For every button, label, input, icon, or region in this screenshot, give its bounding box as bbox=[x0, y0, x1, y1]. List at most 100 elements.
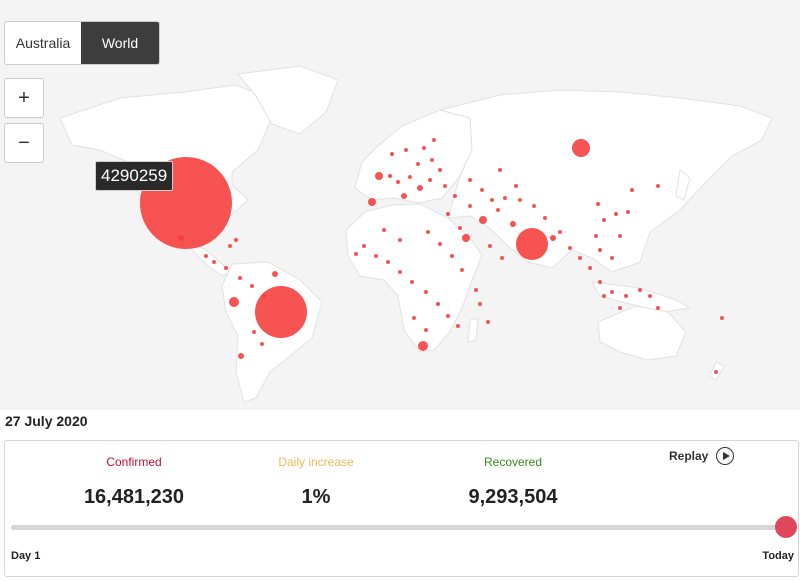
case-bubble[interactable] bbox=[418, 341, 428, 351]
case-bubble[interactable] bbox=[614, 212, 618, 216]
replay-button[interactable]: Replay bbox=[669, 447, 735, 465]
case-bubble[interactable] bbox=[438, 168, 442, 172]
case-bubble[interactable] bbox=[624, 294, 628, 298]
case-bubble[interactable] bbox=[474, 288, 478, 292]
case-bubble[interactable] bbox=[458, 226, 462, 230]
case-bubble[interactable] bbox=[234, 238, 238, 242]
case-bubble[interactable] bbox=[250, 284, 254, 288]
case-bubble[interactable] bbox=[516, 228, 548, 260]
case-bubble[interactable] bbox=[375, 172, 383, 180]
case-bubble[interactable] bbox=[386, 260, 390, 264]
case-bubble[interactable] bbox=[596, 202, 600, 206]
case-bubble[interactable] bbox=[424, 290, 428, 294]
case-bubble[interactable] bbox=[598, 248, 602, 252]
case-bubble[interactable] bbox=[514, 184, 518, 188]
case-bubble[interactable] bbox=[572, 139, 590, 157]
case-bubble[interactable] bbox=[656, 306, 660, 310]
case-bubble[interactable] bbox=[354, 252, 358, 256]
case-bubble[interactable] bbox=[388, 174, 392, 178]
case-bubble[interactable] bbox=[401, 193, 407, 199]
case-bubble[interactable] bbox=[436, 302, 440, 306]
case-bubble[interactable] bbox=[238, 353, 244, 359]
case-bubble[interactable] bbox=[446, 212, 450, 216]
case-bubble[interactable] bbox=[382, 228, 386, 232]
case-bubble[interactable] bbox=[456, 324, 460, 328]
case-bubble[interactable] bbox=[588, 266, 592, 270]
case-bubble[interactable] bbox=[550, 235, 556, 241]
case-bubble[interactable] bbox=[229, 297, 239, 307]
case-bubble[interactable] bbox=[446, 314, 450, 318]
case-bubble[interactable] bbox=[410, 280, 414, 284]
case-bubble[interactable] bbox=[412, 316, 416, 320]
tab-australia[interactable]: Australia bbox=[15, 35, 71, 51]
case-bubble[interactable] bbox=[390, 152, 394, 156]
case-bubble[interactable] bbox=[238, 276, 242, 280]
case-bubble[interactable] bbox=[272, 271, 278, 277]
case-bubble[interactable] bbox=[255, 286, 307, 338]
case-bubble[interactable] bbox=[426, 230, 430, 234]
case-bubble[interactable] bbox=[460, 268, 464, 272]
case-bubble[interactable] bbox=[398, 270, 402, 274]
case-bubble[interactable] bbox=[648, 294, 652, 298]
case-bubble[interactable] bbox=[396, 180, 400, 184]
zoom-in-button[interactable]: + bbox=[4, 78, 44, 118]
case-bubble[interactable] bbox=[594, 234, 598, 238]
case-bubble[interactable] bbox=[638, 288, 642, 292]
case-bubble[interactable] bbox=[178, 235, 184, 241]
case-bubble[interactable] bbox=[568, 246, 572, 250]
case-bubble[interactable] bbox=[610, 256, 614, 260]
case-bubble[interactable] bbox=[496, 208, 500, 212]
case-bubble[interactable] bbox=[228, 244, 232, 248]
case-bubble[interactable] bbox=[486, 320, 490, 324]
case-bubble[interactable] bbox=[432, 138, 436, 142]
case-bubble[interactable] bbox=[468, 178, 472, 182]
case-bubble[interactable] bbox=[543, 216, 547, 220]
case-bubble[interactable] bbox=[630, 188, 634, 192]
case-bubble[interactable] bbox=[260, 342, 264, 346]
case-bubble[interactable] bbox=[518, 198, 522, 202]
timeline-slider[interactable] bbox=[11, 525, 786, 530]
tab-world[interactable]: World bbox=[81, 22, 159, 64]
case-bubble[interactable] bbox=[558, 230, 562, 234]
case-bubble[interactable] bbox=[532, 204, 536, 208]
case-bubble[interactable] bbox=[510, 221, 516, 227]
case-bubble[interactable] bbox=[450, 254, 454, 258]
case-bubble[interactable] bbox=[602, 218, 606, 222]
case-bubble[interactable] bbox=[212, 260, 216, 264]
case-bubble[interactable] bbox=[398, 238, 402, 242]
case-bubble[interactable] bbox=[262, 294, 266, 298]
case-bubble[interactable] bbox=[422, 146, 426, 150]
case-bubble[interactable] bbox=[416, 162, 420, 166]
case-bubble[interactable] bbox=[408, 175, 412, 179]
case-bubble[interactable] bbox=[430, 158, 434, 162]
timeline-slider-handle[interactable] bbox=[775, 516, 797, 538]
case-bubble[interactable] bbox=[453, 194, 457, 198]
case-bubble[interactable] bbox=[500, 256, 504, 260]
case-bubble[interactable] bbox=[362, 244, 366, 248]
case-bubble[interactable] bbox=[252, 330, 256, 334]
case-bubble[interactable] bbox=[720, 316, 724, 320]
case-bubble[interactable] bbox=[714, 370, 718, 374]
case-bubble[interactable] bbox=[618, 306, 622, 310]
case-bubble[interactable] bbox=[618, 234, 622, 238]
case-bubble[interactable] bbox=[503, 196, 507, 200]
case-bubble[interactable] bbox=[610, 290, 614, 294]
case-bubble[interactable] bbox=[480, 188, 484, 192]
case-bubble[interactable] bbox=[224, 266, 228, 270]
world-map[interactable]: Australia World + − 4290259 bbox=[0, 0, 800, 410]
case-bubble[interactable] bbox=[578, 256, 582, 260]
case-bubble[interactable] bbox=[602, 294, 606, 298]
case-bubble[interactable] bbox=[417, 185, 423, 191]
case-bubble[interactable] bbox=[443, 184, 447, 188]
zoom-out-button[interactable]: − bbox=[4, 123, 44, 163]
case-bubble[interactable] bbox=[462, 234, 470, 242]
case-bubble[interactable] bbox=[204, 254, 208, 258]
case-bubble[interactable] bbox=[656, 184, 660, 188]
case-bubble[interactable] bbox=[468, 204, 472, 208]
case-bubble[interactable] bbox=[404, 148, 408, 152]
case-bubble[interactable] bbox=[626, 210, 630, 214]
case-bubble[interactable] bbox=[428, 178, 432, 182]
case-bubble[interactable] bbox=[438, 242, 442, 246]
case-bubble[interactable] bbox=[368, 198, 376, 206]
case-bubble[interactable] bbox=[478, 302, 482, 306]
